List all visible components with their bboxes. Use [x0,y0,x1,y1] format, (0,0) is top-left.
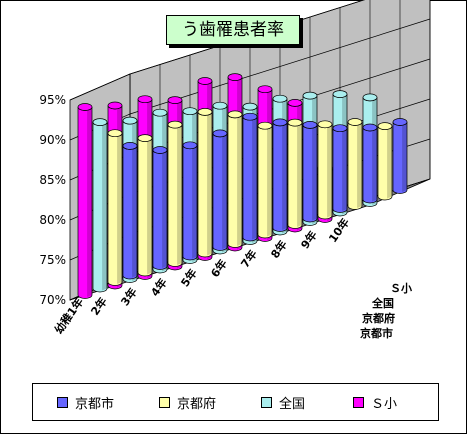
bar [392,118,408,194]
chart-title: う歯罹患者率 [166,15,300,45]
x-tick-label: 9年 [298,228,320,251]
y-tick-label: 80% [39,213,66,227]
x-tick-label: 6年 [208,257,230,280]
y-tick-label: 90% [39,133,66,147]
bar [182,141,198,261]
legend-label: 京都市 [75,396,115,412]
bar [77,103,93,299]
legend-item-national: 全国 [261,384,305,420]
bar [167,120,183,267]
bar [122,142,138,280]
y-tick-label: 95% [39,93,66,107]
legend-swatch [57,396,68,408]
depth-axis-label: 全国 [371,296,394,310]
bar [332,124,348,213]
bar [272,118,288,232]
x-tick-label: 2年 [88,295,110,318]
x-tick-label: 3年 [118,285,140,308]
bar [152,146,168,270]
y-tick-label: 75% [39,253,66,267]
bar [212,129,228,251]
bar [362,123,378,204]
x-tick-label: 8年 [268,238,290,261]
chart-legend: 京都市 京都府 全国 Ｓ小 [32,383,439,421]
legend-swatch [159,396,170,408]
depth-axis-label: 京都市 [360,326,393,340]
bar [257,121,273,239]
x-tick-label: 7年 [238,247,260,270]
bar [137,134,153,277]
bar [92,118,108,293]
bar [227,110,243,248]
bar [302,121,318,223]
legend-label: Ｓ小 [371,396,398,412]
bar [197,108,213,258]
legend-swatch [261,396,272,408]
bar [377,122,393,201]
x-tick-label: 4年 [148,276,170,299]
legend-label: 全国 [279,396,306,412]
bar [317,120,333,220]
depth-axis-label: 京都府 [362,311,395,325]
bar [287,118,303,229]
legend-item-s-school: Ｓ小 [353,384,397,420]
y-tick-label: 70% [39,293,66,307]
bar [347,118,363,210]
bar [242,112,258,242]
y-tick-label: 85% [39,173,66,187]
legend-label: 京都府 [177,396,217,412]
legend-item-kyoto-city: 京都市 [57,384,114,420]
legend-item-kyoto-pref: 京都府 [159,384,216,420]
legend-swatch [353,396,364,408]
depth-axis-label: Ｓ小 [390,281,412,295]
bar [107,129,123,286]
x-tick-label: 5年 [178,266,200,289]
